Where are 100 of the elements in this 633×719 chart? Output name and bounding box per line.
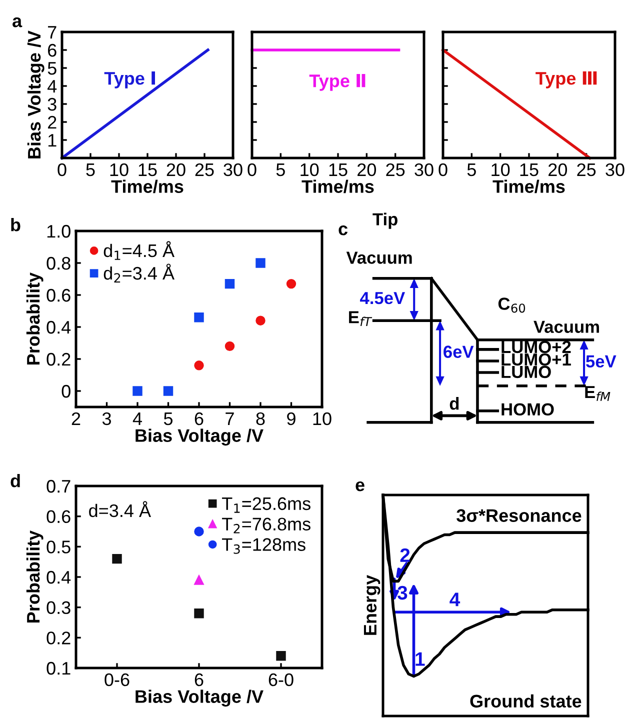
point <box>163 386 174 396</box>
text: c <box>338 225 348 236</box>
y-tick-label: 1 <box>48 134 56 147</box>
series-label: Type Ⅲ <box>536 71 597 88</box>
x-axis-title: Bias Voltage /V <box>136 428 264 446</box>
text: 5eV <box>586 355 616 368</box>
point <box>256 316 266 326</box>
y-axis-title: Probability <box>26 530 44 622</box>
y-tick-label: 0.6 <box>46 510 70 524</box>
text: Tip <box>372 212 398 229</box>
x-tick-label: 10 <box>300 163 319 176</box>
x-tick-label: 6 <box>194 412 204 426</box>
legend-label: T$_{2}$=76.8ms <box>222 518 310 534</box>
x-tick-label: 8 <box>256 412 265 426</box>
chart-title: e <box>356 481 364 492</box>
text: Ground state <box>470 694 582 708</box>
point <box>276 651 286 661</box>
y-axis-title: Probability <box>26 272 44 364</box>
x-axis-title: Bias Voltage /V <box>136 690 264 707</box>
series-label: Type Ⅰ <box>104 71 156 88</box>
x-tick-label: 30 <box>606 163 624 176</box>
y-tick-label: 0.6 <box>46 288 70 302</box>
x-tick-label: 5 <box>164 412 173 426</box>
y-axis-title: Bias Voltage /V <box>27 30 44 158</box>
x-tick-label: 6 <box>194 673 204 686</box>
x-tick-label: 20 <box>548 163 568 176</box>
x-tick-label: 25 <box>577 163 596 176</box>
y-tick-label: 0.1 <box>46 662 70 675</box>
point <box>194 526 204 536</box>
x-tick-label: 2 <box>72 412 80 425</box>
x-tick-label: 4 <box>132 412 142 425</box>
chart-title: d <box>10 474 20 488</box>
y-tick-label: 0.2 <box>46 632 70 644</box>
legend-label: T$_{1}$=25.6ms <box>222 497 310 513</box>
y-tick-label: 0.4 <box>46 320 71 334</box>
annotation: 2 <box>400 548 410 562</box>
y-tick-label: 0 <box>62 384 70 398</box>
y-tick-label: 0.3 <box>46 601 70 614</box>
x-axis-title: Time/ms <box>302 180 374 194</box>
x-tick-label: 20 <box>166 163 186 176</box>
y-tick-label: 0.4 <box>46 570 71 584</box>
point <box>224 278 235 289</box>
x-tick-label: 25 <box>195 163 214 176</box>
series-label: 3σ*Resonance <box>456 509 582 522</box>
x-tick-label: 3 <box>102 412 111 426</box>
x-tick-label: 0 <box>248 163 256 176</box>
annotation: d=3.4 Å <box>89 501 152 518</box>
point <box>194 312 204 322</box>
text: HOMO <box>502 403 554 416</box>
legend-label: d$_{2}$=3.4 Å <box>104 264 174 283</box>
x-axis-title: Time/ms <box>492 180 565 194</box>
x-axis-title: Time/ms <box>111 180 184 194</box>
chart-title: b <box>11 218 20 232</box>
text: LUMO+1 <box>502 353 571 366</box>
point <box>194 608 204 618</box>
text: E$_{fT}$ <box>349 311 372 326</box>
point <box>194 575 204 585</box>
x-tick-label: 15 <box>138 164 157 176</box>
legend-label: T$_{3}$=128ms <box>222 538 306 554</box>
x-tick-label: 30 <box>414 163 434 176</box>
point <box>194 360 204 370</box>
annotation: 4 <box>450 592 460 606</box>
y-tick-label: 4 <box>48 80 57 93</box>
x-tick-label: 15 <box>520 164 538 176</box>
x-tick-label: 10 <box>110 163 128 176</box>
x-tick-label: 5 <box>86 164 95 176</box>
y-tick-label: 0.2 <box>46 352 70 366</box>
x-tick-label: 10 <box>492 163 510 176</box>
x-tick-label: 30 <box>224 163 242 176</box>
text: C$_{60}$ <box>498 298 526 313</box>
y-tick-label: 0.5 <box>46 540 70 554</box>
y-axis-title: Energy <box>364 574 380 635</box>
y-tick-label: 0.8 <box>46 256 70 270</box>
x-tick-label: 0 <box>438 163 448 176</box>
y-tick-label: 0.7 <box>46 480 70 493</box>
text: Vacuum <box>534 320 599 333</box>
chart-title: a <box>12 17 22 28</box>
x-tick-label: 9 <box>287 412 296 426</box>
annotation: 3 <box>398 586 408 600</box>
y-tick-label: 5 <box>48 62 56 75</box>
y-tick-label: 7 <box>48 26 56 39</box>
x-tick-label: 10 <box>313 412 332 426</box>
text: d <box>450 397 459 410</box>
text: 4.5eV <box>360 292 406 304</box>
point <box>132 386 142 396</box>
x-tick-label: 15 <box>329 164 348 176</box>
text: Vacuum <box>346 252 412 264</box>
x-tick-label: 25 <box>386 163 405 176</box>
y-tick-label: 2 <box>48 116 56 129</box>
x-tick-label: 7 <box>226 412 234 425</box>
point <box>256 258 266 268</box>
y-tick-label: 1.0 <box>47 224 70 238</box>
series-label: Type Ⅱ <box>309 74 366 91</box>
text: E$_{fM}$ <box>585 386 610 401</box>
y-tick-label: 6 <box>48 44 56 57</box>
point <box>286 278 296 289</box>
text: 6eV <box>444 346 474 358</box>
x-tick-label: 20 <box>358 163 376 176</box>
x-tick-label: 5 <box>467 164 476 176</box>
x-tick-label: 6-0 <box>268 673 294 686</box>
